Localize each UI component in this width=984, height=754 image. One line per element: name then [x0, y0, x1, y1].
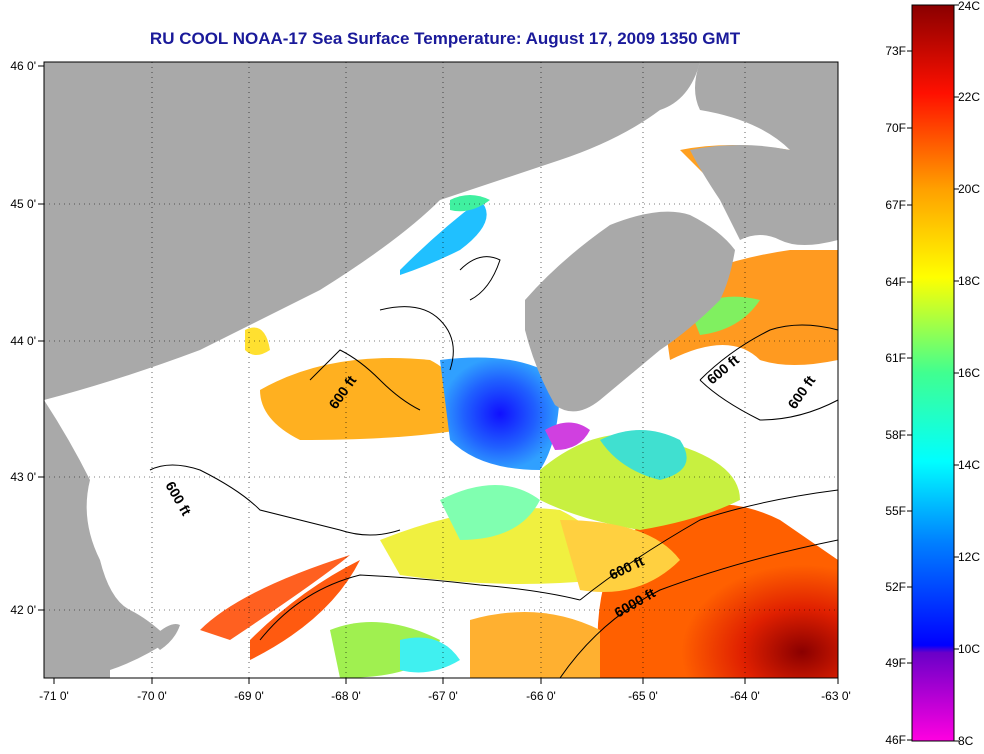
colorbar-fahrenheit-label: 64F: [885, 275, 906, 289]
lat-tick-label: 42 0': [10, 603, 36, 617]
colorbar-celsius-label: 16C: [958, 366, 980, 380]
lon-tick-label: -70 0': [137, 689, 167, 703]
colorbar: 24C 22C 20C 18C 16C 14C 12C 10C 8C 73F 7…: [885, 0, 980, 748]
chart-title: RU COOL NOAA-17 Sea Surface Temperature:…: [149, 29, 741, 48]
colorbar-fahrenheit-label: 46F: [885, 733, 906, 747]
lon-tick-label: -67 0': [428, 689, 458, 703]
land: [44, 62, 838, 678]
colorbar-celsius-label: 20C: [958, 182, 980, 196]
bathymetry-contours: [149, 256, 838, 678]
lon-tick-label: -66 0': [526, 689, 556, 703]
cape-cod-land: [150, 624, 180, 650]
lon-tick-label: -71 0': [39, 689, 69, 703]
colorbar-celsius-label: 14C: [958, 458, 980, 472]
lat-tick-label: 43 0': [10, 470, 36, 484]
lon-tick-label: -64 0': [730, 689, 760, 703]
longitude-labels: -71 0' -70 0' -69 0' -68 0' -67 0' -66 0…: [39, 689, 851, 703]
colorbar-gradient: [911, 4, 955, 742]
colorbar-fahrenheit-label: 73F: [885, 44, 906, 58]
colorbar-celsius-label: 8C: [958, 734, 974, 748]
colorbar-fahrenheit-label: 67F: [885, 198, 906, 212]
colorbar-celsius-label: 18C: [958, 274, 980, 288]
lat-tick-label: 44 0': [10, 334, 36, 348]
colorbar-fahrenheit-label: 49F: [885, 656, 906, 670]
colorbar-fahrenheit-label: 70F: [885, 121, 906, 135]
colorbar-fahrenheit-label: 52F: [885, 580, 906, 594]
lon-tick-label: -65 0': [628, 689, 658, 703]
colorbar-celsius-label: 10C: [958, 642, 980, 656]
colorbar-ticks: [907, 4, 959, 742]
lat-tick-label: 46 0': [10, 59, 36, 73]
maine-coast-land: [44, 62, 700, 400]
nova-scotia-land: [525, 211, 735, 412]
colorbar-celsius-label: 22C: [958, 90, 980, 104]
colorbar-fahrenheit-label: 58F: [885, 428, 906, 442]
lon-tick-label: -69 0': [234, 689, 264, 703]
massachusetts-land: [44, 400, 170, 678]
frame-ticks: [38, 65, 839, 684]
lon-tick-label: -68 0': [331, 689, 361, 703]
colorbar-fahrenheit-label: 61F: [885, 351, 906, 365]
colorbar-celsius-label: 12C: [958, 550, 980, 564]
colorbar-fahrenheit-label: 55F: [885, 504, 906, 518]
sst-patches: [200, 64, 838, 678]
lat-tick-label: 45 0': [10, 197, 36, 211]
colorbar-celsius-label: 24C: [958, 0, 980, 13]
plot-frame: [43, 61, 839, 679]
latitude-labels: 46 0' 45 0' 44 0' 43 0' 42 0': [10, 59, 36, 617]
new-brunswick-land: [690, 62, 838, 245]
plot-area: 600 ft 600 ft 600 ft 600 ft 600 ft 6000 …: [44, 62, 838, 678]
lon-tick-label: -63 0': [821, 689, 851, 703]
